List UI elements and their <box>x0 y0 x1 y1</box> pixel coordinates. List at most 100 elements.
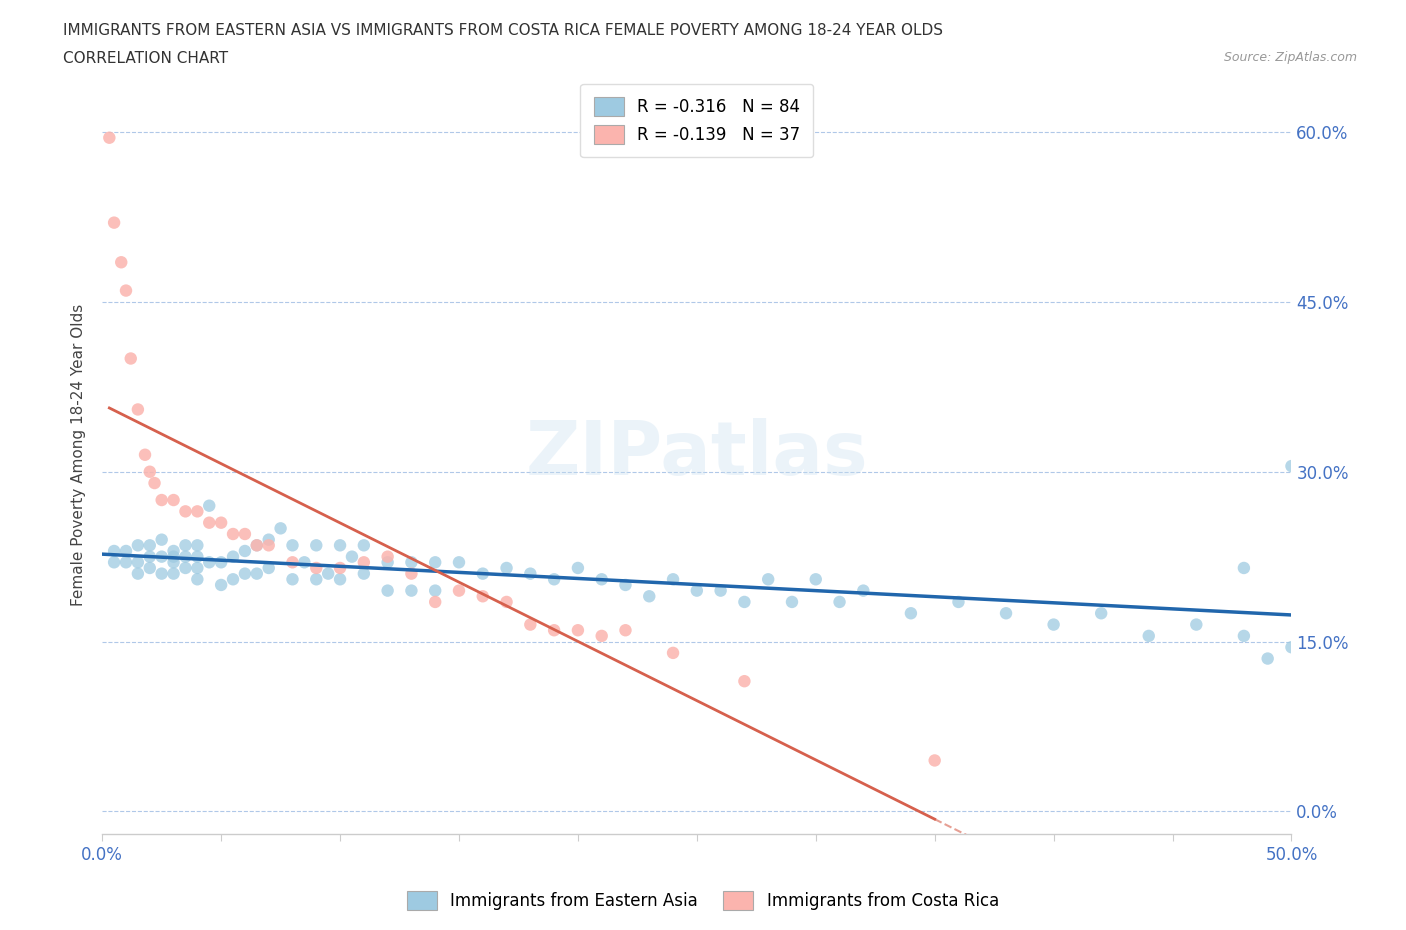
Point <box>1257 651 1279 666</box>
Point <box>495 561 517 576</box>
Point <box>209 515 232 530</box>
Point <box>139 464 162 479</box>
Point <box>756 572 779 587</box>
Point <box>852 583 875 598</box>
Point <box>353 566 375 581</box>
Point <box>162 543 184 558</box>
Point <box>246 538 269 552</box>
Point <box>924 753 946 768</box>
Point <box>198 555 221 570</box>
Point <box>804 572 827 587</box>
Point <box>103 215 125 230</box>
Point <box>780 594 803 609</box>
Text: IMMIGRANTS FROM EASTERN ASIA VS IMMIGRANTS FROM COSTA RICA FEMALE POVERTY AMONG : IMMIGRANTS FROM EASTERN ASIA VS IMMIGRAN… <box>63 23 943 38</box>
Point <box>519 618 541 632</box>
Point <box>292 555 315 570</box>
Point <box>828 594 851 609</box>
Point <box>139 538 162 552</box>
Point <box>401 555 423 570</box>
Y-axis label: Female Poverty Among 18-24 Year Olds: Female Poverty Among 18-24 Year Olds <box>72 303 86 605</box>
Point <box>222 526 245 541</box>
Point <box>733 594 755 609</box>
Point <box>329 561 352 576</box>
Point <box>305 561 328 576</box>
Point <box>198 515 221 530</box>
Point <box>209 578 232 592</box>
Point <box>127 566 149 581</box>
Point <box>222 572 245 587</box>
Point <box>186 550 208 565</box>
Point <box>150 550 173 565</box>
Point <box>150 566 173 581</box>
Point <box>567 623 589 638</box>
Point <box>174 504 197 519</box>
Point <box>1185 618 1208 632</box>
Point <box>425 594 447 609</box>
Point <box>329 572 352 587</box>
Point <box>353 538 375 552</box>
Point <box>233 526 256 541</box>
Text: CORRELATION CHART: CORRELATION CHART <box>63 51 228 66</box>
Point <box>257 538 280 552</box>
Point <box>115 283 138 298</box>
Point <box>127 555 149 570</box>
Point <box>1233 561 1256 576</box>
Point <box>1090 605 1112 620</box>
Point <box>543 623 565 638</box>
Point <box>162 550 184 565</box>
Point <box>733 673 755 688</box>
Point <box>471 589 494 604</box>
Point <box>127 538 149 552</box>
Point <box>257 561 280 576</box>
Point <box>174 550 197 565</box>
Point <box>98 130 121 145</box>
Point <box>103 543 125 558</box>
Point <box>353 555 375 570</box>
Point <box>209 555 232 570</box>
Point <box>591 572 613 587</box>
Point <box>233 566 256 581</box>
Text: ZIPatlas: ZIPatlas <box>526 418 868 491</box>
Point <box>519 566 541 581</box>
Point <box>198 498 221 513</box>
Point <box>495 594 517 609</box>
Point <box>995 605 1018 620</box>
Point <box>120 351 142 365</box>
Point <box>143 475 166 490</box>
Point <box>471 566 494 581</box>
Point <box>447 583 470 598</box>
Point <box>447 555 470 570</box>
Point <box>305 572 328 587</box>
Text: Source: ZipAtlas.com: Source: ZipAtlas.com <box>1223 51 1357 64</box>
Point <box>377 550 399 565</box>
Point <box>1281 458 1303 473</box>
Point <box>162 566 184 581</box>
Point <box>186 538 208 552</box>
Point <box>186 561 208 576</box>
Legend: R = -0.316   N = 84, R = -0.139   N = 37: R = -0.316 N = 84, R = -0.139 N = 37 <box>581 84 814 157</box>
Point <box>543 572 565 587</box>
Point <box>139 550 162 565</box>
Point <box>662 645 685 660</box>
Point <box>233 543 256 558</box>
Point <box>281 555 304 570</box>
Point <box>281 538 304 552</box>
Point <box>222 550 245 565</box>
Point <box>567 561 589 576</box>
Point <box>638 589 661 604</box>
Point <box>257 532 280 547</box>
Point <box>305 538 328 552</box>
Point <box>377 555 399 570</box>
Point <box>614 623 637 638</box>
Point <box>115 543 138 558</box>
Point <box>900 605 922 620</box>
Point <box>281 572 304 587</box>
Point <box>316 566 339 581</box>
Point <box>103 555 125 570</box>
Point <box>174 538 197 552</box>
Point <box>150 532 173 547</box>
Point <box>1281 640 1303 655</box>
Point <box>246 566 269 581</box>
Point <box>110 255 132 270</box>
Point <box>591 629 613 644</box>
